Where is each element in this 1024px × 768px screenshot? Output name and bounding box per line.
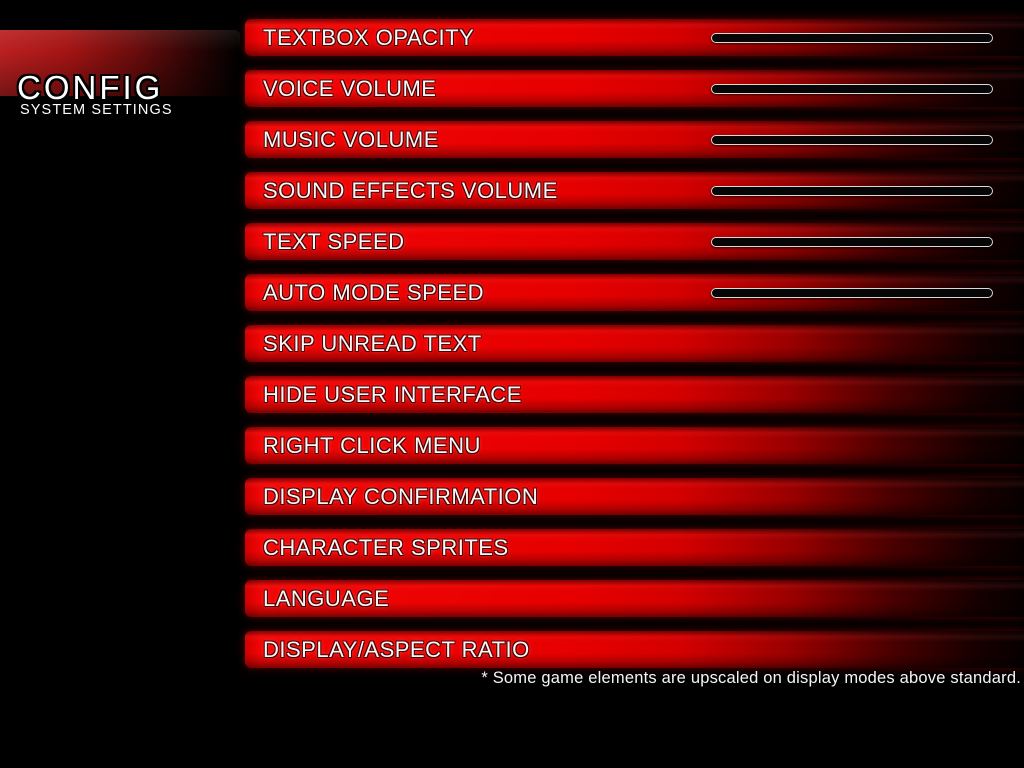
setting-row-display-aspect-ratio[interactable]: DISPLAY/ASPECT RATIO (245, 631, 1024, 668)
text-speed-slider[interactable] (711, 236, 993, 247)
setting-label-textbox-opacity: TEXTBOX OPACITY (263, 24, 475, 50)
setting-label-sound-effects-volume: SOUND EFFECTS VOLUME (263, 177, 558, 203)
setting-row-display-confirmation[interactable]: DISPLAY CONFIRMATION (245, 478, 1024, 515)
setting-label-text-speed: TEXT SPEED (263, 228, 405, 254)
setting-row-right-click-menu[interactable]: RIGHT CLICK MENU (245, 427, 1024, 464)
music-volume-slider[interactable] (711, 134, 993, 145)
setting-label-skip-unread-text: SKIP UNREAD TEXT (263, 330, 482, 356)
setting-row-hide-user-interface[interactable]: HIDE USER INTERFACE (245, 376, 1024, 413)
setting-row-sound-effects-volume[interactable]: SOUND EFFECTS VOLUME (245, 172, 1024, 209)
setting-row-language[interactable]: LANGUAGE (245, 580, 1024, 617)
settings-list: TEXTBOX OPACITY VOICE VOLUME MUSIC VOLUM… (245, 19, 1024, 682)
setting-row-skip-unread-text[interactable]: SKIP UNREAD TEXT (245, 325, 1024, 362)
setting-label-right-click-menu: RIGHT CLICK MENU (263, 432, 481, 458)
auto-mode-speed-slider[interactable] (711, 287, 993, 298)
setting-row-auto-mode-speed[interactable]: AUTO MODE SPEED (245, 274, 1024, 311)
setting-row-music-volume[interactable]: MUSIC VOLUME (245, 121, 1024, 158)
setting-row-character-sprites[interactable]: CHARACTER SPRITES (245, 529, 1024, 566)
setting-label-hide-user-interface: HIDE USER INTERFACE (263, 381, 522, 407)
textbox-opacity-slider[interactable] (711, 32, 993, 43)
setting-label-language: LANGUAGE (263, 585, 390, 611)
upscale-footnote: * Some game elements are upscaled on dis… (481, 669, 1021, 687)
setting-row-text-speed[interactable]: TEXT SPEED (245, 223, 1024, 260)
setting-label-auto-mode-speed: AUTO MODE SPEED (263, 279, 485, 305)
page-title: CONFIG (17, 69, 164, 106)
setting-label-character-sprites: CHARACTER SPRITES (263, 534, 509, 560)
setting-row-textbox-opacity[interactable]: TEXTBOX OPACITY (245, 19, 1024, 56)
setting-label-music-volume: MUSIC VOLUME (263, 126, 439, 152)
setting-label-display-aspect-ratio: DISPLAY/ASPECT RATIO (263, 636, 530, 662)
sound-effects-volume-slider[interactable] (711, 185, 993, 196)
setting-label-voice-volume: VOICE VOLUME (263, 75, 437, 101)
setting-row-voice-volume[interactable]: VOICE VOLUME (245, 70, 1024, 107)
voice-volume-slider[interactable] (711, 83, 993, 94)
config-header-plate: CONFIG SYSTEM SETTINGS (0, 30, 240, 117)
setting-label-display-confirmation: DISPLAY CONFIRMATION (263, 483, 539, 509)
page-subtitle: SYSTEM SETTINGS (20, 102, 173, 118)
